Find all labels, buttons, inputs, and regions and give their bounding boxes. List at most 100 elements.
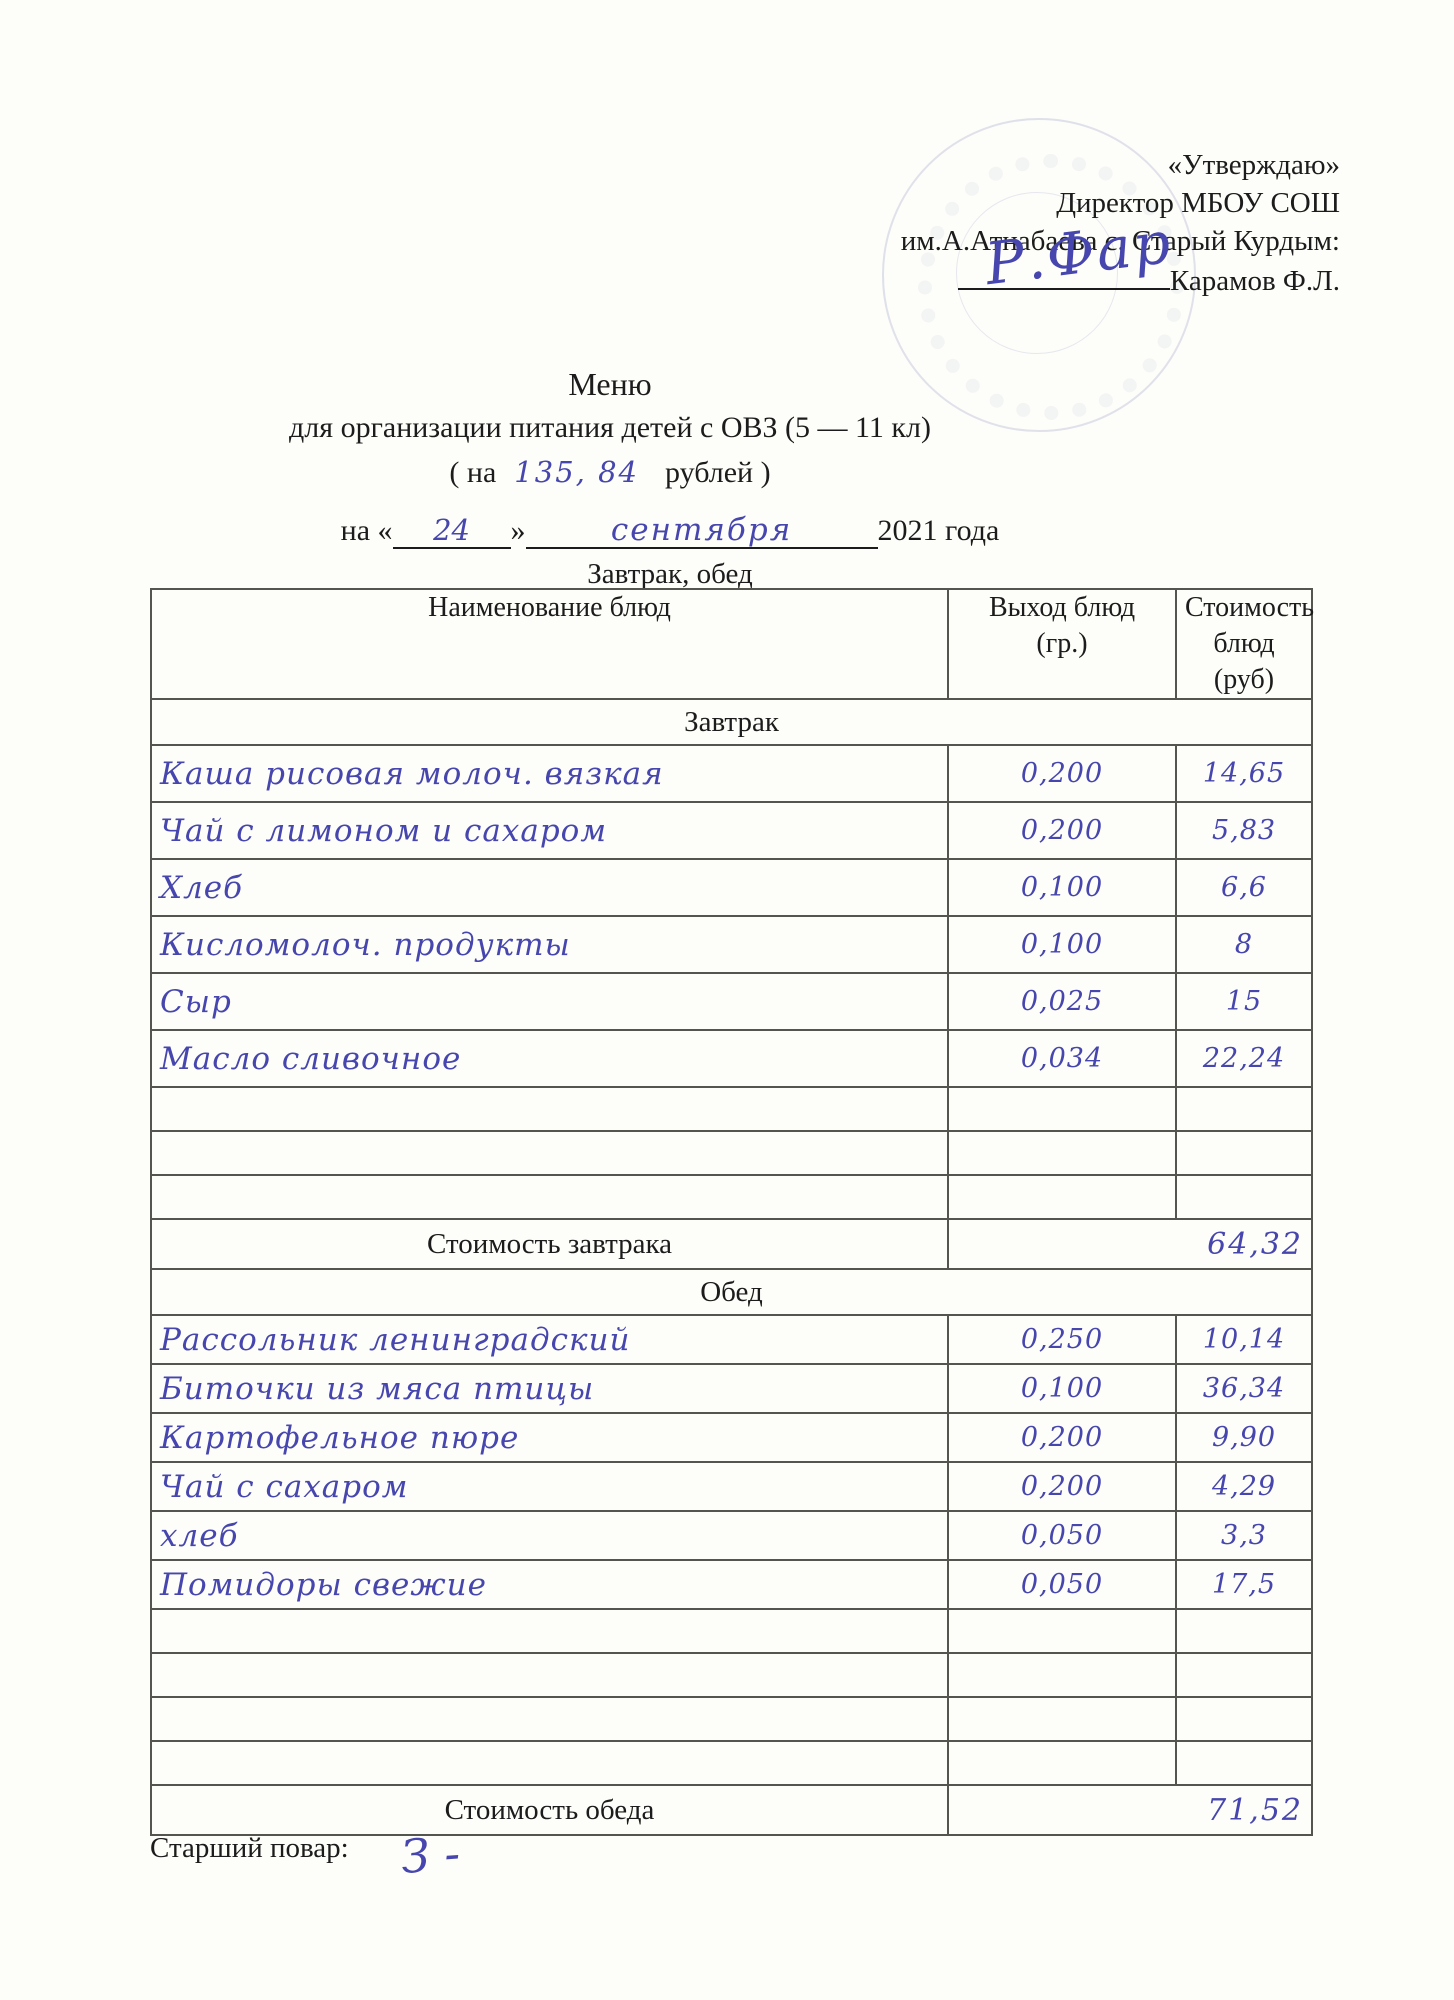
dish-name-cell: Каша рисовая молоч. вязкая	[150, 744, 949, 803]
document-title: Меню	[568, 366, 652, 402]
date-prefix: на «	[340, 514, 393, 547]
empty-cell	[947, 1696, 1177, 1742]
dish-output-cell: 0,050	[947, 1510, 1177, 1561]
empty-cell	[947, 1086, 1177, 1132]
dish-cost-cell: 5,83	[1175, 801, 1313, 860]
empty-cell	[1175, 1652, 1313, 1698]
cook-signature: З -	[398, 1826, 462, 1884]
output-header-line2: (гр.)	[1036, 628, 1088, 659]
empty-cell	[1175, 1174, 1313, 1220]
handwritten-output: 0,250	[1020, 1324, 1104, 1355]
lunch-section-row: Обед	[150, 1268, 1313, 1316]
handwritten-month: сентября	[610, 512, 793, 548]
dish-name-cell: Кисломолоч. продукты	[150, 915, 949, 974]
handwritten-dish-name: Рассольник ленинградский	[160, 1321, 631, 1358]
handwritten-output: 0,025	[1020, 986, 1104, 1017]
director-signature: Р.Фар	[981, 207, 1176, 299]
dish-output-cell: 0,200	[947, 744, 1177, 803]
handwritten-output: 0,050	[1020, 1569, 1104, 1600]
dish-name-cell: Картофельное пюре	[150, 1412, 949, 1463]
table-row: Кисломолоч. продукты 0,100 8	[150, 915, 1313, 974]
dish-cost-cell: 3,3	[1175, 1510, 1313, 1561]
lunch-total-cell: 71,52	[947, 1784, 1313, 1836]
handwritten-cost: 3,3	[1221, 1520, 1267, 1551]
handwritten-cost: 10,14	[1202, 1324, 1286, 1355]
date-line: на « 24 » сентября 2021 года	[0, 514, 1340, 549]
dish-output-cell: 0,200	[947, 1412, 1177, 1463]
breakfast-section-label: Завтрак	[150, 698, 1313, 746]
lunch-total-row: Стоимость обеда 71,52	[150, 1784, 1313, 1836]
table-row: Чай с сахаром 0,200 4,29	[150, 1461, 1313, 1512]
handwritten-cost: 14,65	[1202, 758, 1286, 789]
approval-signature-row: Р.Фар Карамов Ф.Л.	[901, 208, 1340, 300]
empty-row	[150, 1608, 1313, 1654]
empty-row	[150, 1086, 1313, 1132]
dish-output-cell: 0,200	[947, 801, 1177, 860]
title-cost-line: ( на 135, 84 рублей )	[0, 450, 1220, 495]
empty-row	[150, 1174, 1313, 1220]
empty-cell	[947, 1174, 1177, 1220]
title-subtitle: для организации питания детей с ОВЗ (5 —…	[289, 411, 931, 444]
approval-director-line: Директор МБОУ СОШ	[1056, 187, 1340, 219]
dish-cost-cell: 6,6	[1175, 858, 1313, 917]
cost-prefix: ( на	[449, 456, 497, 489]
handwritten-cost: 9,90	[1211, 1422, 1277, 1453]
empty-cell	[150, 1652, 949, 1698]
dish-output-cell: 0,250	[947, 1314, 1177, 1365]
dish-name-cell: Чай с сахаром	[150, 1461, 949, 1512]
handwritten-cost: 36,34	[1202, 1373, 1286, 1404]
handwritten-dish-name: Кисломолоч. продукты	[160, 926, 571, 963]
handwritten-cost: 6,6	[1221, 872, 1267, 903]
column-header-output: Выход блюд (гр.)	[947, 588, 1177, 700]
breakfast-section-row: Завтрак	[150, 698, 1313, 746]
dish-cost-cell: 10,14	[1175, 1314, 1313, 1365]
breakfast-total-row: Стоимость завтрака 64,32	[150, 1218, 1313, 1270]
handwritten-output: 0,034	[1020, 1043, 1104, 1074]
meal-caption: Завтрак, обед	[587, 558, 753, 590]
handwritten-dish-name: хлеб	[160, 1517, 239, 1554]
table-row: Биточки из мяса птицы 0,100 36,34	[150, 1363, 1313, 1414]
handwritten-output: 0,100	[1020, 1373, 1104, 1404]
date-month-blank: сентября	[525, 512, 878, 549]
handwritten-dish-name: Масло сливочное	[160, 1040, 462, 1077]
handwritten-output: 0,100	[1020, 929, 1104, 960]
dish-output-cell: 0,100	[947, 1363, 1177, 1414]
empty-cell	[150, 1696, 949, 1742]
dish-output-cell: 0,100	[947, 858, 1177, 917]
dish-output-cell: 0,050	[947, 1559, 1177, 1610]
empty-cell	[947, 1740, 1177, 1786]
stamp-inner-circle	[956, 192, 1118, 354]
dish-output-cell: 0,034	[947, 1029, 1177, 1088]
empty-cell	[1175, 1740, 1313, 1786]
empty-cell	[1175, 1130, 1313, 1176]
approval-word: «Утверждаю»	[1167, 149, 1340, 181]
column-header-cost: Стоимость блюд (руб)	[1175, 588, 1314, 700]
dish-cost-cell: 4,29	[1175, 1461, 1313, 1512]
date-year: 2021 года	[877, 514, 1000, 547]
dish-cost-cell: 8	[1175, 915, 1313, 974]
footer-block: Старший повар: З -	[150, 1826, 462, 1884]
cost-suffix: рублей )	[665, 456, 771, 489]
dish-cost-cell: 36,34	[1175, 1363, 1313, 1414]
dish-name-cell: Помидоры свежие	[150, 1559, 949, 1610]
dish-cost-cell: 22,24	[1175, 1029, 1313, 1088]
dish-name-cell: Сыр	[150, 972, 949, 1031]
table-row: хлеб 0,050 3,3	[150, 1510, 1313, 1561]
table-row: Масло сливочное 0,034 22,24	[150, 1029, 1313, 1088]
table-header-row: Наименование блюд Выход блюд (гр.) Стоим…	[150, 588, 1314, 700]
column-header-name: Наименование блюд	[150, 588, 949, 700]
handwritten-dish-name: Чай с лимоном и сахаром	[160, 812, 608, 849]
handwritten-cost: 22,24	[1202, 1043, 1286, 1074]
handwritten-cost: 4,29	[1211, 1471, 1277, 1502]
empty-cell	[947, 1608, 1177, 1654]
handwritten-total-amount: 135, 84	[514, 455, 639, 489]
table-row: Чай с лимоном и сахаром 0,200 5,83	[150, 801, 1313, 860]
dish-cost-cell: 15	[1175, 972, 1313, 1031]
lunch-section-label: Обед	[150, 1268, 1313, 1316]
title-block: Меню для организации питания детей с ОВЗ…	[0, 362, 1220, 495]
table-row: Рассольник ленинградский 0,250 10,14	[150, 1314, 1313, 1365]
approval-school-line: им.А.Атнабаева с. Старый Курдым:	[900, 225, 1340, 257]
handwritten-dish-name: Сыр	[160, 983, 232, 1020]
handwritten-cost: 5,83	[1211, 815, 1277, 846]
